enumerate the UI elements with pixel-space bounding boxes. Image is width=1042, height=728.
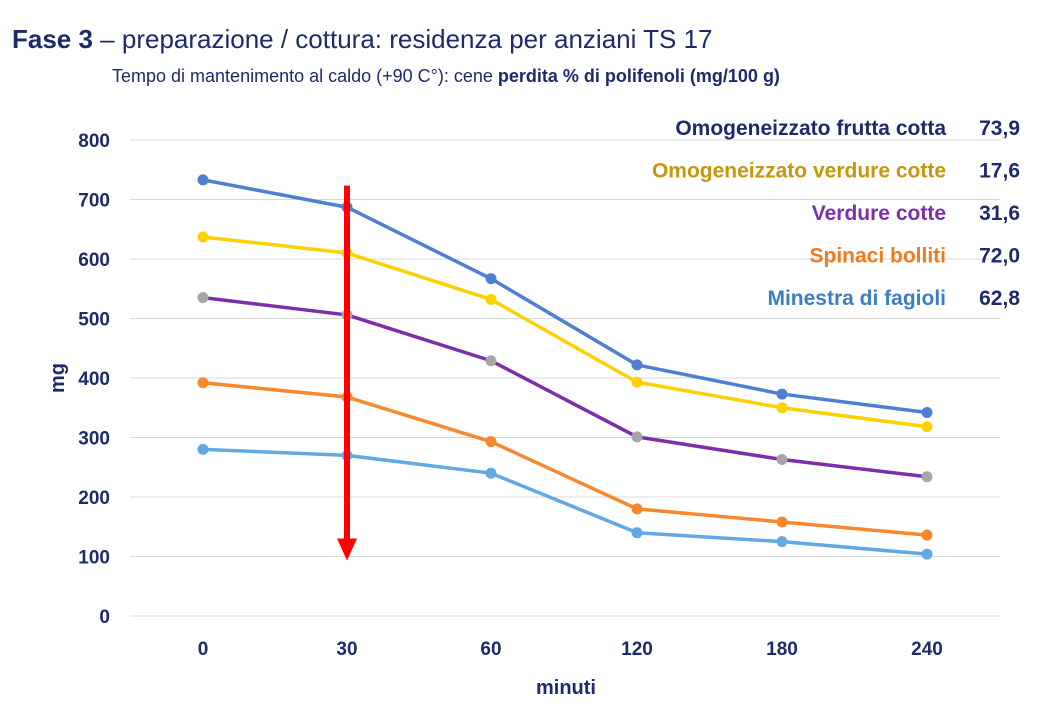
data-point bbox=[776, 536, 788, 548]
x-tick-label: 30 bbox=[336, 639, 357, 660]
legend-percent: 62,8 bbox=[979, 287, 1020, 310]
data-point bbox=[197, 377, 209, 389]
y-tick-label: 600 bbox=[78, 250, 110, 271]
data-point bbox=[485, 293, 497, 305]
legend-percent: 72,0 bbox=[979, 245, 1020, 268]
data-point bbox=[631, 503, 643, 515]
legend-entry: Minestra di fagioli 62,8 bbox=[767, 287, 1020, 310]
legend-series-name: Minestra di fagioli bbox=[767, 287, 946, 310]
legend-entry: Verdure cotte 31,6 bbox=[812, 202, 1020, 225]
series-line bbox=[202, 235, 928, 429]
y-tick-label: 300 bbox=[78, 429, 110, 450]
legend: Omogeneizzato frutta cotta 73,9Omogeneizz… bbox=[652, 117, 1020, 310]
legend-series-name: Spinaci bolliti bbox=[809, 245, 946, 268]
series-line bbox=[202, 178, 928, 415]
legend-series-name: Omogeneizzato verdure cotte bbox=[652, 160, 946, 183]
data-point bbox=[921, 548, 933, 560]
legend-percent: 73,9 bbox=[979, 117, 1020, 140]
y-axis-label: mg bbox=[47, 363, 69, 393]
chart-subtitle: Tempo di mantenimento al caldo (+90 C°):… bbox=[112, 66, 780, 87]
data-point bbox=[631, 527, 643, 539]
data-point bbox=[776, 388, 788, 400]
x-axis-label: minuti bbox=[536, 677, 596, 699]
data-point bbox=[197, 292, 209, 304]
title-description: – preparazione / cottura: residenza per … bbox=[92, 24, 713, 54]
annotation-arrow bbox=[337, 185, 357, 561]
y-tick-label: 500 bbox=[78, 310, 110, 331]
title-phase: Fase 3 bbox=[12, 24, 93, 54]
data-point bbox=[631, 431, 643, 443]
series-line bbox=[202, 295, 928, 479]
data-point bbox=[921, 407, 933, 419]
y-tick-label: 800 bbox=[78, 131, 110, 152]
data-point bbox=[197, 443, 209, 455]
data-point bbox=[485, 355, 497, 367]
data-point bbox=[197, 174, 209, 186]
y-tick-label: 200 bbox=[78, 488, 110, 509]
data-point bbox=[776, 402, 788, 414]
y-axis-ticks: 0 100 200 300 400 500 600 700 800 bbox=[78, 131, 110, 628]
subtitle-plain: Tempo di mantenimento al caldo (+90 C°):… bbox=[112, 66, 498, 86]
subtitle-bold: perdita % di polifenoli (mg/100 g) bbox=[497, 66, 780, 86]
data-point bbox=[485, 467, 497, 479]
gridlines bbox=[130, 139, 1000, 617]
series-group bbox=[197, 174, 933, 560]
x-tick-label: 240 bbox=[911, 639, 943, 660]
data-point bbox=[921, 421, 933, 433]
x-axis-ticks: 0 30 60 120 180 240 bbox=[198, 639, 943, 660]
chart-title: Fase 3 – preparazione / cottura: residen… bbox=[12, 24, 713, 55]
y-tick-label: 400 bbox=[78, 369, 110, 390]
series-3 bbox=[197, 377, 933, 541]
data-point bbox=[631, 376, 643, 388]
series-4 bbox=[197, 443, 933, 560]
legend-series-name: Verdure cotte bbox=[812, 202, 946, 225]
data-point bbox=[776, 454, 788, 466]
y-tick-label: 100 bbox=[78, 548, 110, 569]
series-2 bbox=[197, 292, 933, 483]
legend-percent: 31,6 bbox=[979, 202, 1020, 225]
x-tick-label: 0 bbox=[198, 639, 209, 660]
data-point bbox=[921, 529, 933, 541]
series-line bbox=[202, 381, 928, 537]
legend-percent: 17,6 bbox=[979, 160, 1020, 183]
data-point bbox=[485, 273, 497, 285]
x-tick-label: 180 bbox=[766, 639, 798, 660]
y-tick-label: 700 bbox=[78, 191, 110, 212]
legend-entry: Spinaci bolliti 72,0 bbox=[809, 245, 1020, 268]
data-point bbox=[197, 231, 209, 243]
legend-entry: Omogeneizzato verdure cotte 17,6 bbox=[652, 160, 1020, 183]
data-point bbox=[631, 359, 643, 371]
series-line bbox=[202, 447, 928, 556]
legend-series-name: Omogeneizzato frutta cotta bbox=[675, 117, 946, 140]
x-tick-label: 120 bbox=[621, 639, 653, 660]
arrow-head bbox=[337, 538, 357, 561]
y-tick-label: 0 bbox=[99, 607, 110, 628]
legend-entry: Omogeneizzato frutta cotta 73,9 bbox=[675, 117, 1020, 140]
data-point bbox=[921, 471, 933, 483]
x-tick-label: 60 bbox=[480, 639, 501, 660]
data-point bbox=[485, 436, 497, 448]
data-point bbox=[776, 516, 788, 528]
